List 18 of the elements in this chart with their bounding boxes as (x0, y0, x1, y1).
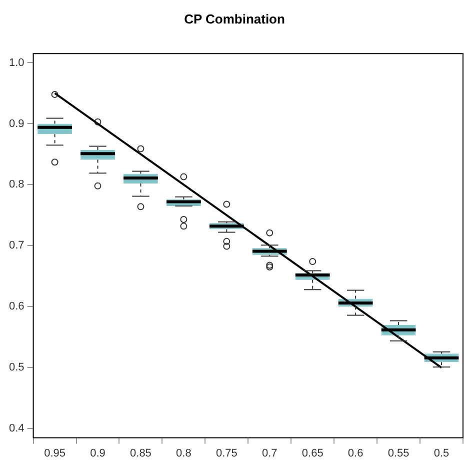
y-tick-label: 0.9 (8, 118, 24, 130)
x-tick-label: 0.85 (130, 447, 152, 460)
x-tick-label: 0.8 (176, 447, 192, 460)
y-tick-label: 1.0 (8, 56, 24, 69)
y-tick-label: 0.4 (8, 422, 24, 435)
x-tick-label: 0.65 (302, 447, 324, 460)
x-tick-label: 0.5 (434, 447, 450, 460)
y-tick-label: 0.6 (8, 300, 24, 313)
y-tick-label: 0.8 (8, 178, 24, 191)
x-tick-label: 0.7 (262, 447, 278, 460)
x-tick-label: 0.9 (90, 447, 106, 460)
x-tick-label: 0.95 (44, 447, 66, 460)
y-tick-label: 0.7 (8, 240, 24, 252)
y-tick-label: 0.5 (8, 362, 24, 374)
x-tick-label: 0.55 (388, 447, 410, 460)
x-tick-label: 0.75 (216, 447, 238, 460)
x-tick-label: 0.6 (348, 447, 364, 460)
chart-title: CP Combination (184, 11, 285, 26)
